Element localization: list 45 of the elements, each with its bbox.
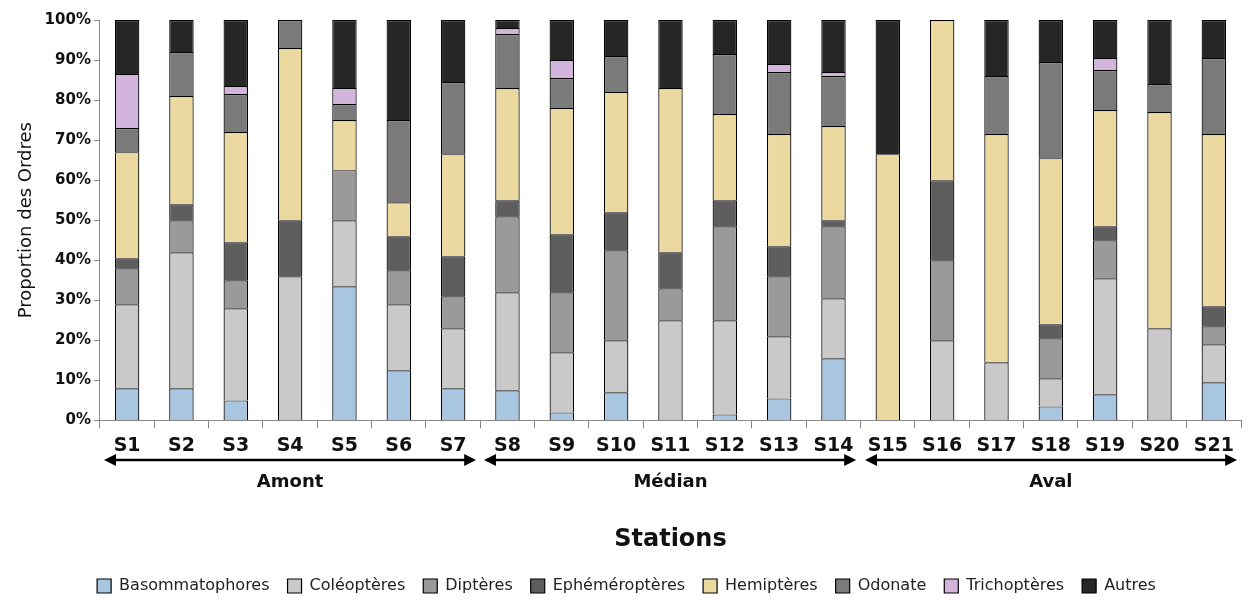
legend-label: Trichoptères: [965, 575, 1065, 595]
text: Amont: [255, 470, 325, 492]
y-axis-title: Proportion des Ordres: [14, 122, 36, 319]
text: Aval: [1028, 470, 1074, 492]
x-tick-label: S19: [1085, 432, 1126, 455]
text: Médian: [632, 470, 709, 492]
legend-label: Odonate: [857, 575, 927, 595]
x-tick-label: S5: [331, 432, 358, 455]
y-tick-label: 60%: [55, 170, 91, 189]
y-tick-label: 70%: [55, 130, 91, 149]
legend-label: Autres: [1104, 575, 1156, 595]
y-tick-label: 80%: [55, 89, 91, 108]
x-tick-label: S8: [494, 432, 521, 455]
y-tick-label: 100%: [44, 9, 91, 28]
x-tick-label: S20: [1139, 432, 1180, 455]
legend-label: Diptères: [445, 575, 513, 595]
x-tick-label: S3: [222, 432, 250, 455]
x-tick-label: S10: [596, 432, 637, 455]
x-tick-label: S12: [704, 432, 745, 455]
legend-label: Basommatophores: [119, 575, 270, 595]
x-tick-label: S18: [1030, 432, 1071, 455]
x-tick-label: S11: [650, 432, 691, 455]
y-tick-label: 20%: [55, 330, 91, 349]
y-tick-label: 40%: [55, 250, 91, 269]
y-tick-label: 10%: [55, 370, 91, 389]
x-tick-label: S17: [976, 432, 1017, 455]
legend-label: Ephéméroptères: [552, 575, 686, 595]
x-tick-label: S4: [276, 432, 304, 455]
legend-label: Coléoptères: [309, 575, 406, 595]
x-tick-label: S2: [167, 432, 195, 455]
y-tick-label: 50%: [55, 210, 91, 229]
y-tick-label: 0%: [65, 410, 91, 429]
x-axis-title: Stations: [614, 523, 727, 552]
x-tick-label: S15: [867, 432, 908, 455]
x-tick-label: S21: [1193, 432, 1234, 455]
x-tick-label: S9: [548, 432, 576, 455]
legend-label: Hemiptères: [725, 575, 818, 595]
y-tick-label: 90%: [55, 49, 91, 68]
x-tick-label: S7: [439, 432, 467, 455]
x-tick-label: S6: [385, 432, 413, 455]
x-tick-label: S13: [759, 432, 800, 455]
y-tick-label: 30%: [55, 290, 91, 309]
x-tick-label: S14: [813, 432, 854, 455]
x-tick-label: S1: [113, 432, 141, 455]
x-tick-label: S16: [922, 432, 963, 455]
